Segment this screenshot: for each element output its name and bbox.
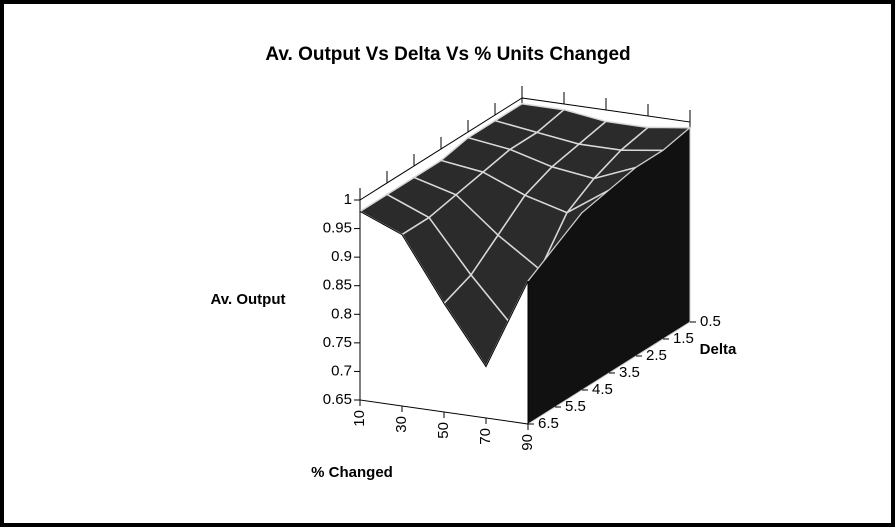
z-tick-label: 0.65: [323, 391, 352, 408]
x-tick-label: 30: [393, 416, 410, 433]
x-tick-label: 50: [435, 422, 452, 439]
z-tick-label: 0.75: [323, 334, 352, 351]
z-tick-label: 1: [344, 191, 352, 208]
z-tick-label: 0.95: [323, 220, 352, 237]
z-axis-label: Av. Output: [211, 291, 286, 308]
front-wall: [359, 210, 529, 425]
x-tick-label: 10: [351, 410, 368, 427]
x-tick-label: 70: [477, 428, 494, 445]
depth-tick-label: 6.5: [538, 415, 559, 432]
depth-tick-label: 0.5: [700, 313, 721, 330]
z-tick-label: 0.9: [331, 248, 352, 265]
depth-tick-label: 3.5: [619, 364, 640, 381]
z-tick-label: 0.7: [331, 362, 352, 379]
x-tick-label: 90: [519, 434, 536, 451]
depth-tick-label: 2.5: [646, 347, 667, 364]
z-tick-label: 0.85: [323, 277, 352, 294]
depth-axis-label: Delta: [700, 341, 737, 358]
z-tick-label: 0.8: [331, 305, 352, 322]
x-axis-label: % Changed: [311, 464, 393, 481]
depth-tick-label: 1.5: [673, 330, 694, 347]
depth-tick-label: 4.5: [592, 381, 613, 398]
depth-tick-label: 5.5: [565, 398, 586, 415]
chart-title: Av. Output Vs Delta Vs % Units Changed: [265, 44, 630, 65]
